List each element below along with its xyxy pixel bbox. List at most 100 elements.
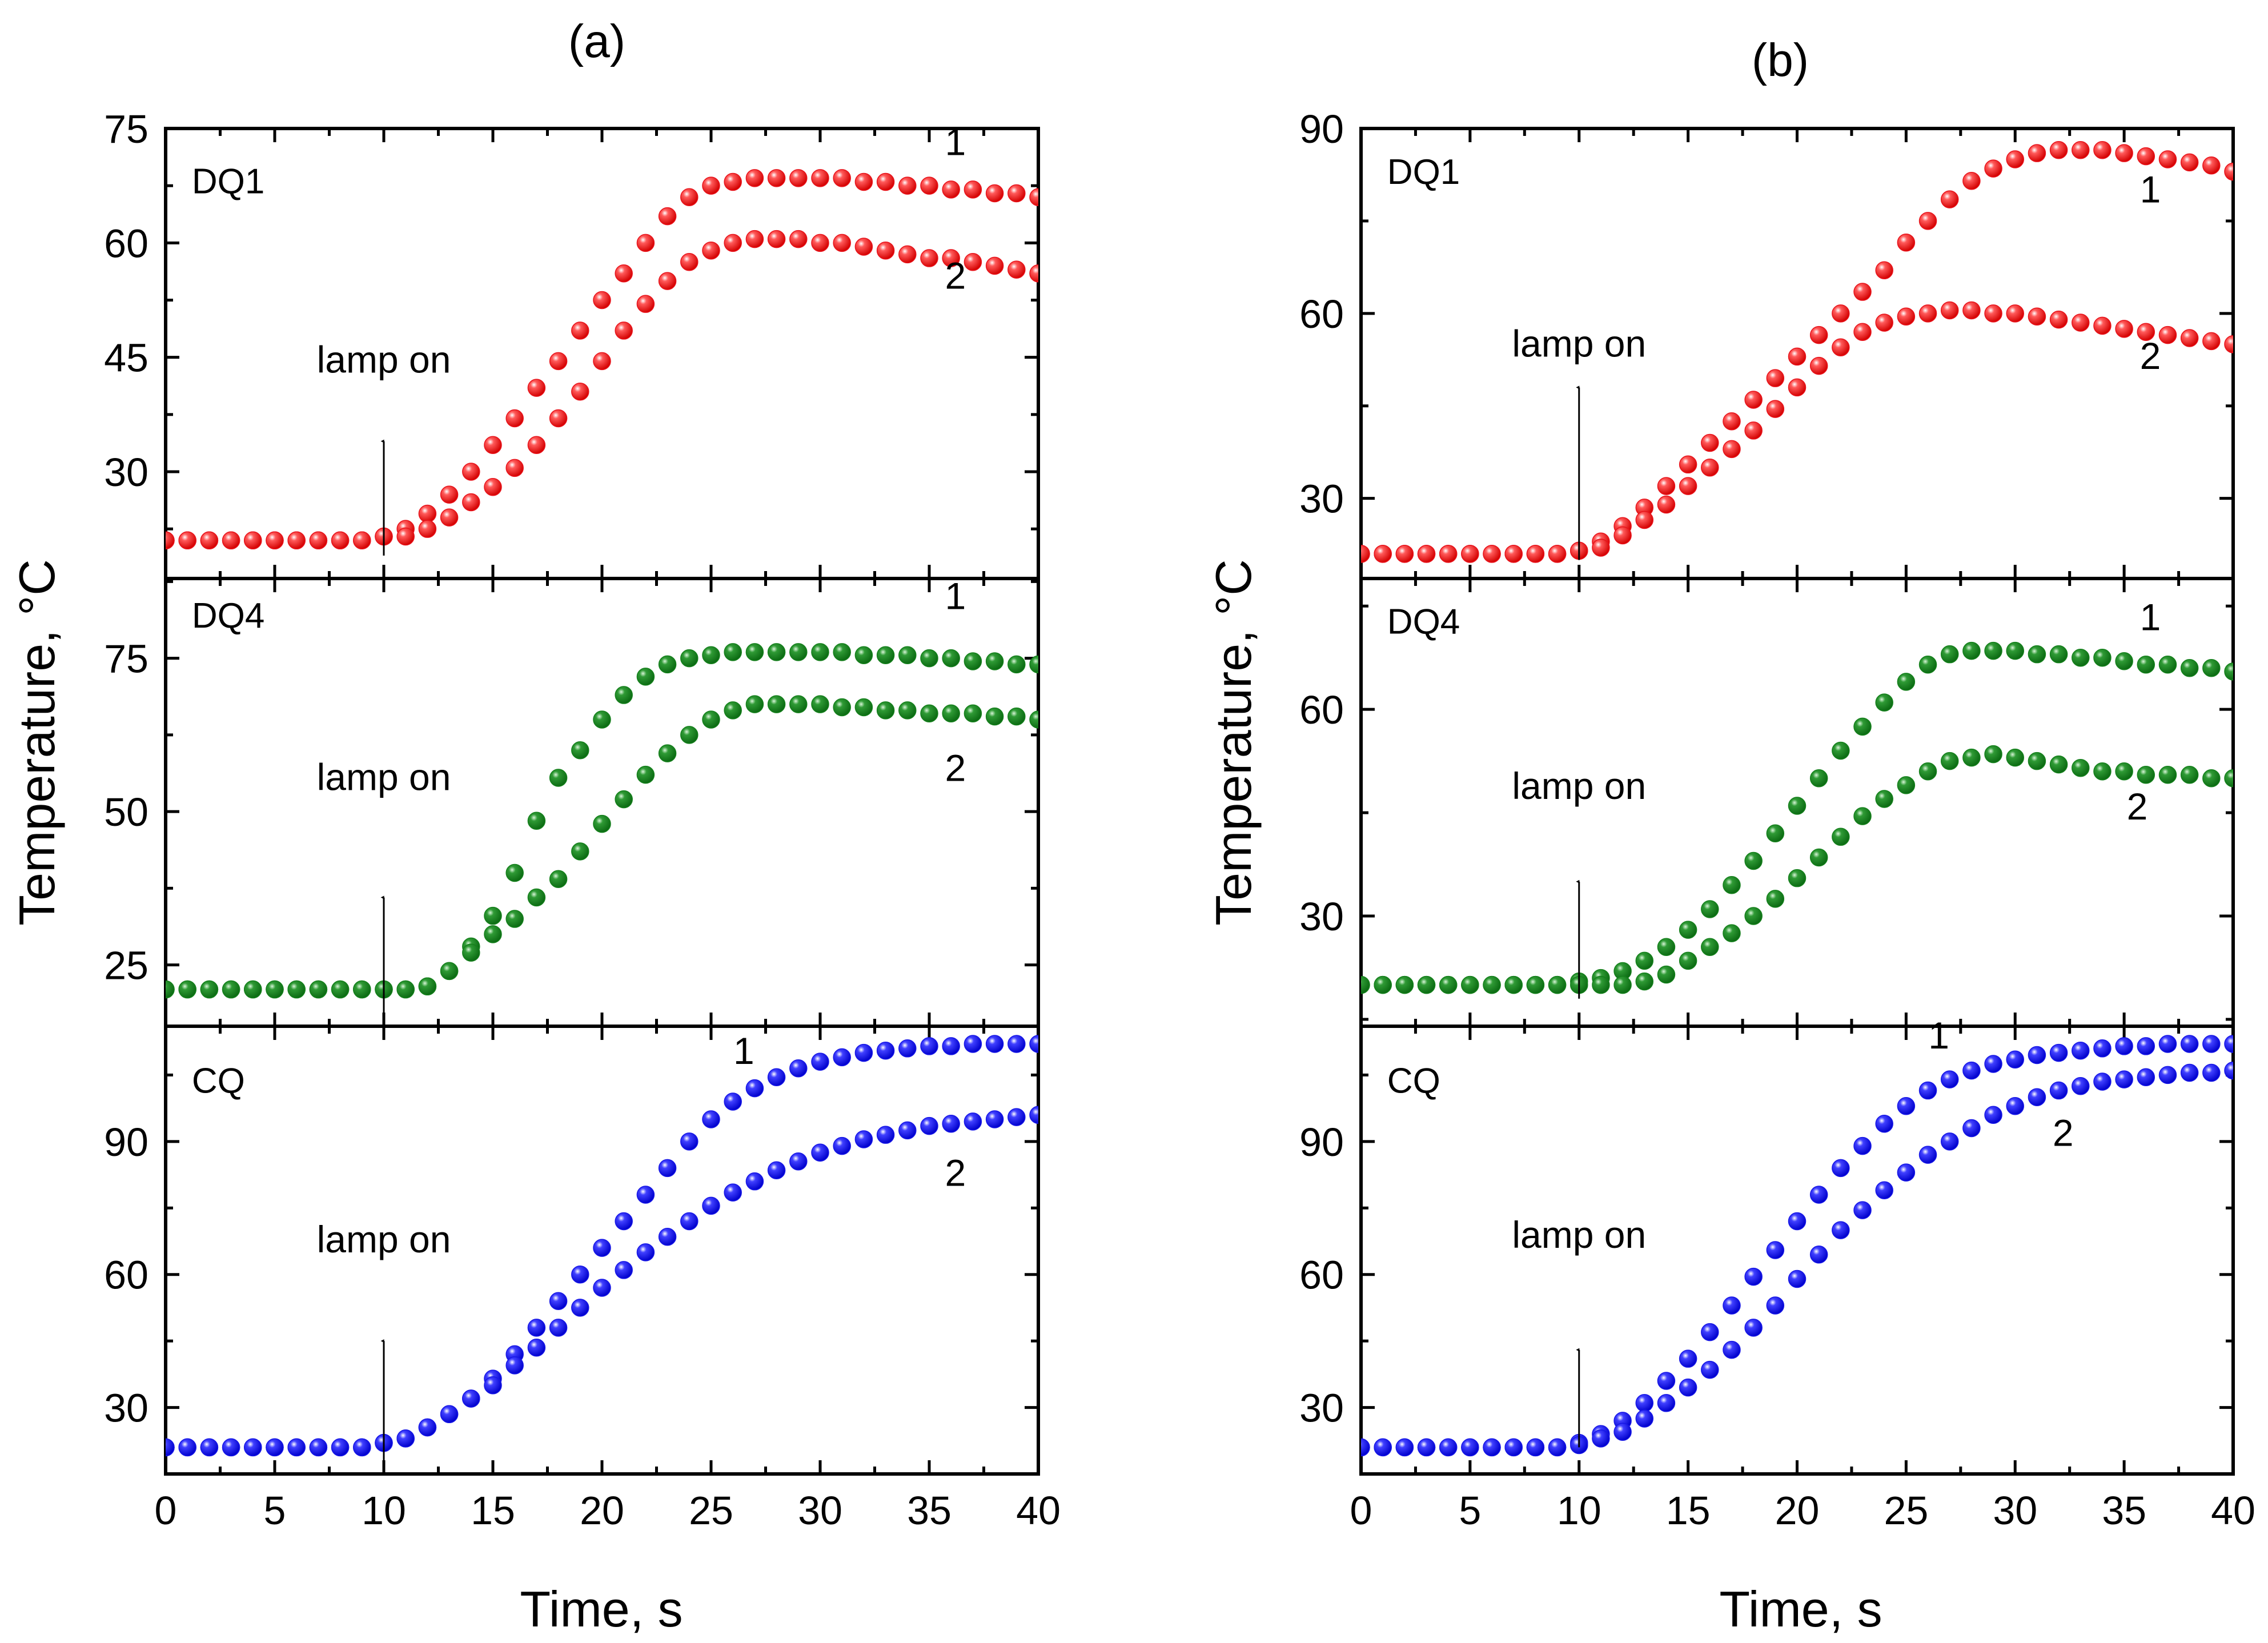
figure-a-dq1-series-2-point xyxy=(1029,264,1038,283)
figure-a-cq-series-1-point xyxy=(1007,1035,1026,1053)
figure-b-dq4-series-2-point xyxy=(2093,762,2112,781)
figure-b-dq4-series-2-point xyxy=(1461,975,1479,994)
figure-a-dq4-series-1-point xyxy=(571,741,589,760)
figure-a-dq4-series-2-point xyxy=(1029,710,1038,729)
figure-b-dq4-sample-label: DQ4 xyxy=(1387,602,1460,641)
figure-b-cq-series-1-point xyxy=(2072,1041,2090,1060)
figure-b-dq4-series-2-point xyxy=(1984,745,2002,764)
figure-b-dq4-series-1-point xyxy=(1788,797,1807,815)
figure-a-dq4-series-1-point xyxy=(724,643,742,661)
figure-a-cq-series-2-point xyxy=(396,1429,415,1448)
figure-a-dq1-lamp-on-label: lamp on xyxy=(317,338,451,380)
figure-b-dq4-series-2-point xyxy=(2137,766,2155,784)
figure-a-dq4-series-2-point xyxy=(353,980,371,999)
figure-a-dq1-series-1-point xyxy=(1007,184,1026,203)
figure-b-dq1-series-2-point xyxy=(1548,545,1567,563)
figure-a-cq-series-2-point xyxy=(331,1438,350,1457)
figure-b-dq1-series-1-point xyxy=(2202,156,2221,175)
figure-a-dq4-series-2-point xyxy=(244,980,262,999)
figure-a-cq-series-2-point xyxy=(876,1126,895,1144)
figure-b-dq4-series-2-point xyxy=(2049,755,2068,774)
figure-a-dq4-series-2-point xyxy=(166,980,175,999)
figure-b-dq1-curve-2-label: 2 xyxy=(2140,335,2161,377)
figure-a-cq-x-tick-label: 25 xyxy=(689,1488,733,1533)
figure-a-dq4-series-2-point xyxy=(222,980,240,999)
figure-b-dq4-series-1-point xyxy=(2224,662,2233,681)
figure-a-dq4-series-1-point xyxy=(920,649,938,668)
figure-a-dq4-series-2-point xyxy=(484,925,502,943)
figure-b-dq4-series-2-point xyxy=(1788,869,1807,887)
figure-b-dq1-series-2-point xyxy=(1635,511,1654,529)
figure-b-cq-series-1-point xyxy=(1701,1323,1719,1341)
figure-b-dq1-series-1-point xyxy=(1701,433,1719,452)
figure-b-dq1-series-2-point xyxy=(1504,545,1523,563)
figure-a-dq4-series-2-point xyxy=(658,744,677,762)
figure-a-dq4-panel: 25 50 75 DQ4 1 2 lamp on xyxy=(104,575,1040,1028)
figure-a-dq4-series-2-point xyxy=(200,980,219,999)
figure-a-cq-series-2-point xyxy=(353,1438,371,1457)
figure-b-cq-series-2-point xyxy=(2202,1063,2221,1082)
figure-a-cq-series-2-point xyxy=(767,1161,786,1180)
figure-a-dq1-series-2-point xyxy=(200,531,219,549)
figure-a-dq4-series-2-point xyxy=(789,695,808,713)
figure-b-cq-lamp-on-label: lamp on xyxy=(1512,1214,1646,1256)
figure-b-dq4-series-1-point xyxy=(2072,648,2090,667)
figure-b-cq-series-1-point xyxy=(1875,1115,1893,1133)
figure-a-dq1-series-2-point xyxy=(876,241,895,260)
figure-b-cq-x-tick-label: 25 xyxy=(1884,1488,1928,1533)
figure-a-cq-series-1-point xyxy=(702,1110,720,1128)
figure-b-dq1-series-1-point xyxy=(2224,162,2233,181)
figure-b-cq-series-2-point xyxy=(1483,1438,1501,1457)
figure-a-dq4-curve-1-label: 1 xyxy=(945,575,966,617)
figure-a-cq-x-tick-label: 5 xyxy=(264,1488,286,1533)
figure-b-dq1-series-1-point xyxy=(1984,159,2002,178)
figure-a-dq4-series-1-point xyxy=(658,655,677,674)
figure-b-dq1-series-1-point xyxy=(1657,477,1676,495)
figure-b-cq-series-1-point xyxy=(2093,1039,2112,1058)
figure-b-dq4-series-2-point xyxy=(1361,975,1370,994)
figure-a-cq-series-2-point xyxy=(942,1115,960,1133)
figure-b-cq-series-1-point xyxy=(2137,1037,2155,1055)
figure-a-cq-series-2-point xyxy=(309,1438,328,1457)
figure-a-dq4-series-2-point xyxy=(942,704,960,723)
figure-a-dq1-series-1-point xyxy=(418,504,437,523)
figure-a-cq-series-2-point xyxy=(440,1405,459,1423)
figure-a-cq-x-tick-label: 15 xyxy=(471,1488,515,1533)
figure-b-dq1-points xyxy=(1361,141,2233,563)
figure-a-cq-series-1-point xyxy=(1029,1035,1038,1053)
figure-a-dq1-series-1-point xyxy=(833,169,851,187)
figure-a-dq4-series-1-point xyxy=(942,649,960,668)
figure-b-dq4-series-1-point xyxy=(1744,851,1763,870)
figure-b-cq-series-2-point xyxy=(2093,1072,2112,1091)
figure-a-dq4-points xyxy=(166,643,1038,999)
figure-b-dq4-series-1-point xyxy=(1897,673,1916,691)
figure-a-dq1-series-1-point xyxy=(920,176,938,195)
figure-a-dq1-series-1-point xyxy=(745,169,764,187)
figure-a-cq-series-2-point xyxy=(854,1130,873,1148)
figure-b-dq4-series-2-point xyxy=(1548,975,1567,994)
figure-a-dq4-series-1-point xyxy=(876,646,895,664)
figure-b-dq4-series-2-point xyxy=(1723,924,1741,942)
figure-b-dq1-series-1-point xyxy=(2028,144,2046,162)
figure-a-cq-series-2-point xyxy=(1007,1108,1026,1126)
figure-b-dq4-series-1-point xyxy=(2137,656,2155,674)
figure-a-dq4-series-2-point xyxy=(266,980,284,999)
figure-b-dq1-series-2-point xyxy=(1613,526,1632,545)
figure-a-cq-series-2-point xyxy=(549,1319,568,1337)
figure-a-dq1-series-2-point xyxy=(287,531,306,549)
figure-b-dq1-series-2-point xyxy=(1918,304,1937,323)
figure-b-dq4-y-tick-label: 60 xyxy=(1299,688,1344,732)
figure-b-dq4-series-1-point xyxy=(2158,656,2177,674)
figure-b-cq-series-2-point xyxy=(2224,1061,2233,1080)
figure-b-cq-series-2-point xyxy=(1613,1423,1632,1441)
figure-b-dq4-series-1-point xyxy=(2028,645,2046,664)
figure-a-dq4-series-2-point xyxy=(593,814,611,833)
figure-b-dq1-series-2-point xyxy=(1361,545,1370,563)
figure-b-cq-series-2-point xyxy=(2049,1081,2068,1100)
figure-b-cq-x-tick-label: 15 xyxy=(1666,1488,1711,1533)
figure-b-dq4-series-2-point xyxy=(1613,975,1632,994)
figure-b-dq4-series-2-point xyxy=(1832,827,1850,846)
figure-b-dq1-series-1-point xyxy=(1723,412,1741,431)
figure-b-dq1-series-2-point xyxy=(1875,314,1893,332)
figure-b-dq4-series-1-point xyxy=(2093,648,2112,667)
